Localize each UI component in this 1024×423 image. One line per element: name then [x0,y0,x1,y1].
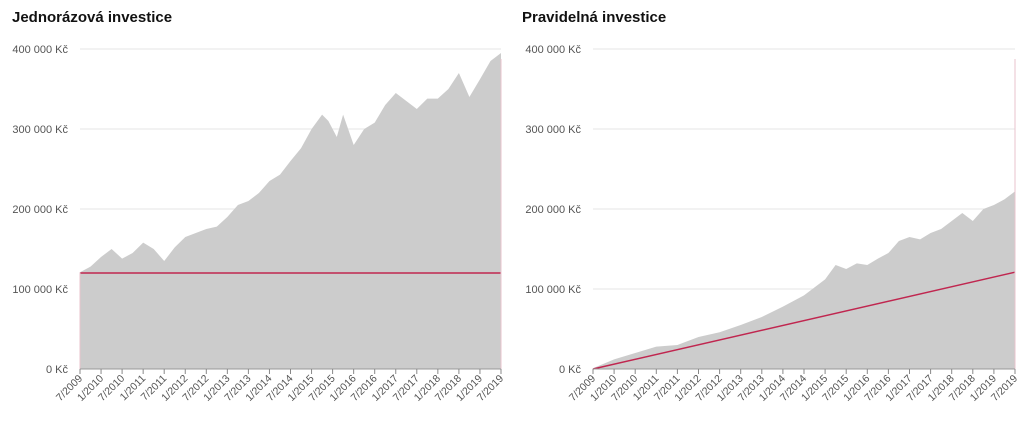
y-tick-label: 100 000 Kč [525,284,581,296]
y-tick-label: 300 000 Kč [12,124,68,136]
y-tick-label: 200 000 Kč [525,204,581,216]
y-tick-label: 0 Kč [46,364,69,376]
portfolio-value-area [593,191,1015,369]
invested-amount-line [592,271,1016,370]
y-tick-label: 0 Kč [559,364,582,376]
portfolio-value-area [80,53,501,369]
chart-title: Jednorázová investice [12,9,173,26]
y-tick-label: 400 000 Kč [12,44,68,56]
chart-panel-jednorazova: Jednorázová investice 0 Kč 100 000 Kč 200 … [12,9,506,404]
chart-pravidelna-investice: 0 Kč 100 000 Kč 200 000 Kč 300 000 Kč 400 00… [525,44,1020,404]
y-tick-label: 300 000 Kč [525,124,581,136]
chart-title: Pravidelná investice [522,9,667,26]
chart-panel-pravidelna: Pravidelná investice 0 Kč 100 000 Kč 200 0… [512,0,1024,423]
y-tick-label: 200 000 Kč [12,204,68,216]
y-tick-label: 400 000 Kč [525,44,581,56]
chart-jednorazova-investice: 0 Kč 100 000 Kč 200 000 Kč 300 000 Kč 400 00… [12,44,506,404]
y-tick-label: 100 000 Kč [12,284,68,296]
